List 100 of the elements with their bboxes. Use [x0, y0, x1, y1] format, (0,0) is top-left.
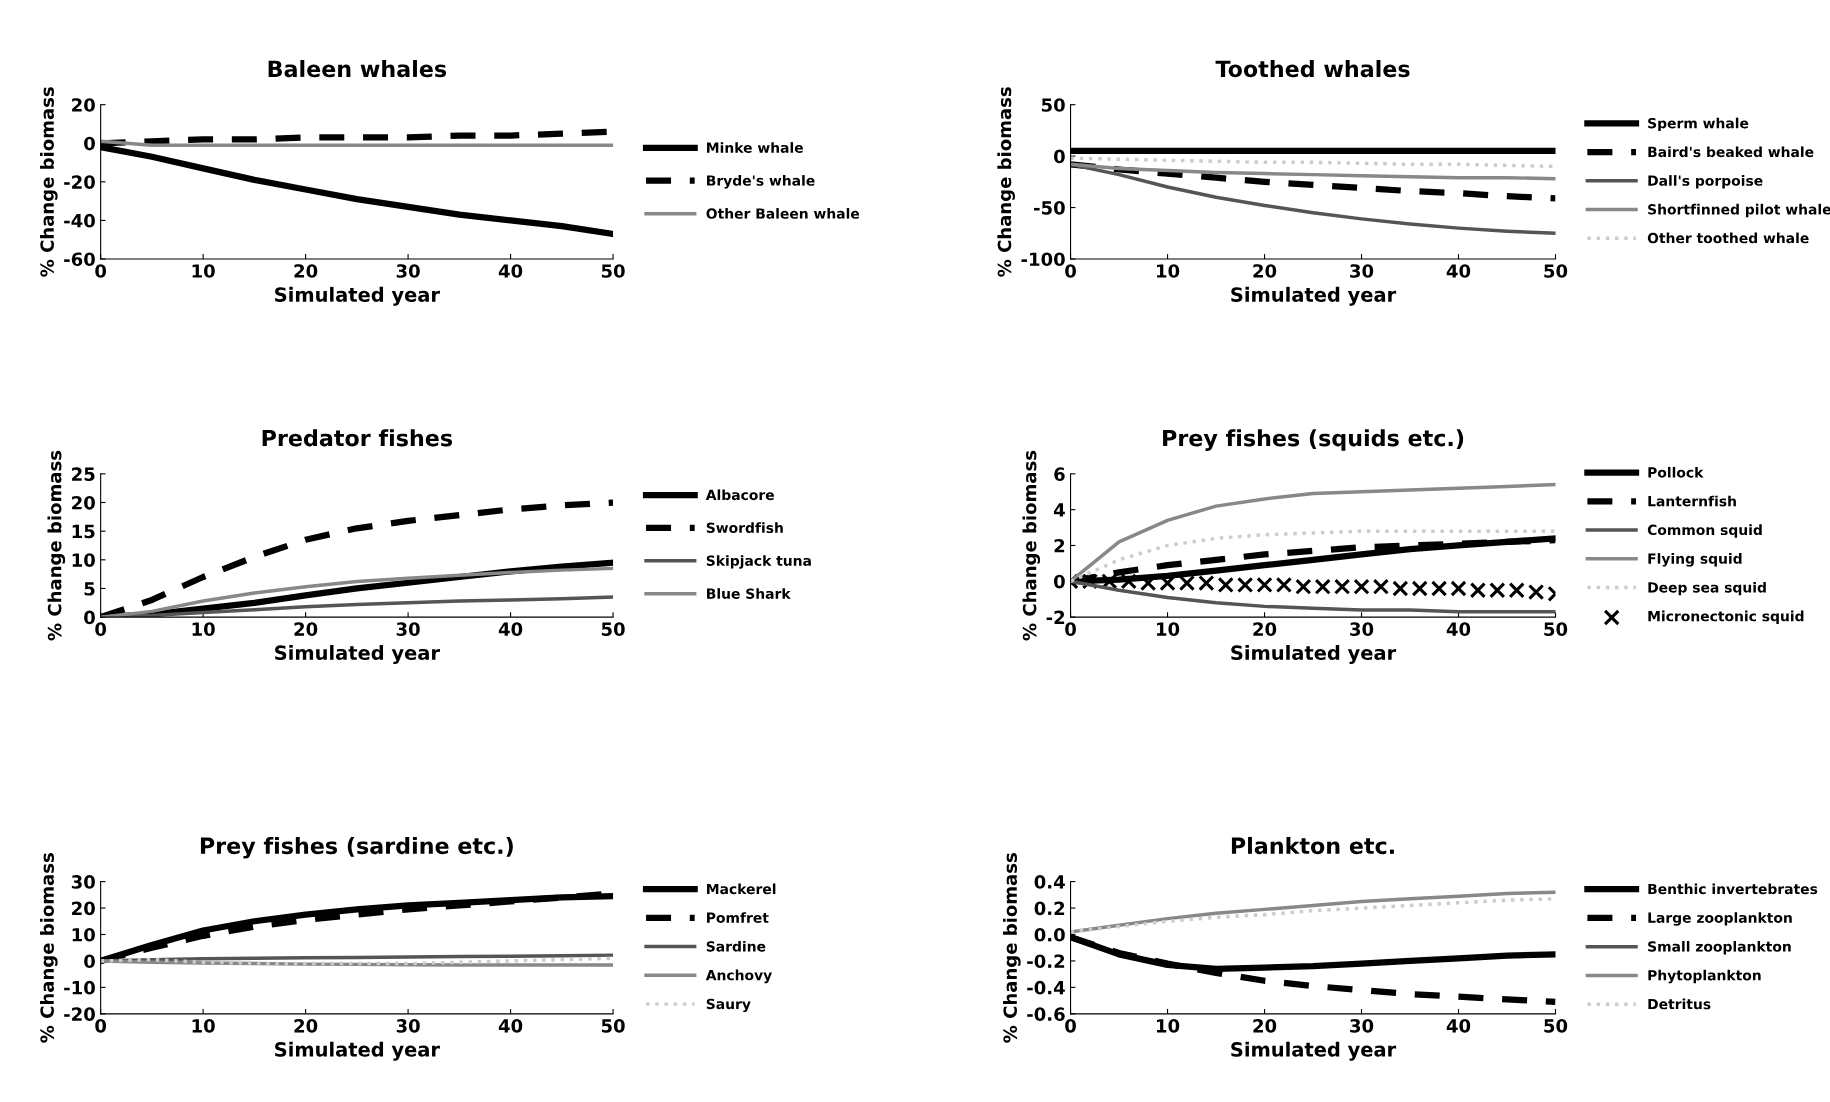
chart-title: Prey fishes (sardine etc.)	[200, 836, 513, 859]
x-tick-label: 10	[192, 264, 215, 278]
legend-label: Shortfinned pilot whale	[1648, 203, 1830, 218]
legend-label: Albacore	[705, 489, 774, 501]
y-tick-label: 0.2	[1034, 901, 1065, 916]
x-tick-label: 20	[1253, 622, 1277, 636]
x-tick-label: 20	[1253, 1019, 1277, 1033]
x-tick-label: 50	[1544, 1019, 1568, 1033]
y-axis-title: % Change biomass	[40, 853, 58, 1043]
y-tick-label: 10	[72, 927, 95, 942]
x-tick-label: 20	[294, 264, 318, 278]
legend-label: Skipjack tuna	[706, 555, 811, 569]
legend-label: Deep sea squid	[1648, 581, 1766, 596]
legend-label: Baird's beaked whale	[1648, 146, 1814, 158]
y-tick-label: 50	[1041, 98, 1065, 112]
chart-title: Baleen whales	[268, 60, 447, 78]
legend-label: Other Baleen whale	[706, 208, 860, 219]
x-tick-label: 50	[601, 622, 625, 636]
x-tick-label: 0	[1065, 1019, 1076, 1033]
y-tick-label: -50	[1034, 201, 1065, 215]
y-tick-label: -60	[64, 252, 95, 267]
y-axis-title: % Change biomass	[997, 87, 1015, 277]
legend-label: Pomfret	[707, 912, 769, 923]
legend-label: Bryde's whale	[707, 175, 815, 189]
x-tick-label: 10	[1157, 1019, 1180, 1033]
legend-label: Micronectonic squid	[1648, 610, 1804, 625]
y-tick-label: -2	[1046, 610, 1065, 624]
x-tick-label: 0	[95, 622, 107, 636]
x-tick-label: 50	[601, 264, 625, 278]
x-tick-label: 20	[294, 1019, 318, 1033]
x-tick-label: 10	[192, 622, 215, 636]
y-axis-title: % Change biomass	[1022, 450, 1041, 641]
y-tick-label: 4	[1053, 503, 1065, 517]
x-axis-title: Simulated year	[275, 1041, 440, 1061]
legend-label: Sardine	[706, 940, 766, 952]
x-tick-label: 40	[498, 264, 523, 278]
y-tick-label: 0.0	[1034, 927, 1065, 942]
y-tick-label: 30	[71, 875, 95, 889]
legend-label: Small zooplankton	[1648, 941, 1791, 955]
legend-label: Benthic invertebrates	[1648, 883, 1818, 895]
y-tick-label: 0	[1053, 149, 1065, 164]
y-axis-title: % Change biomass	[40, 87, 58, 277]
y-tick-label: 0	[84, 954, 95, 969]
legend-label: Blue Shark	[707, 588, 791, 599]
y-tick-label: -40	[64, 213, 95, 228]
y-tick-label: 5	[84, 582, 95, 596]
chart-title: Toothed whales	[1215, 60, 1410, 78]
x-tick-label: 30	[396, 622, 420, 636]
x-axis-title: Simulated year	[275, 645, 440, 664]
y-tick-label: -100	[1021, 252, 1065, 267]
x-axis-title: Simulated year	[1231, 1041, 1397, 1061]
x-tick-label: 40	[1446, 622, 1471, 636]
y-tick-label: 15	[72, 524, 95, 539]
legend-label: Saury	[706, 998, 751, 1012]
chart-title: Prey fishes (squids etc.)	[1163, 429, 1464, 451]
x-tick-label: 20	[294, 622, 318, 636]
x-tick-label: 40	[498, 1019, 523, 1033]
x-axis-title: Simulated year	[1231, 645, 1397, 664]
y-tick-label: 20	[72, 901, 95, 916]
x-tick-label: 30	[1350, 1019, 1374, 1033]
legend-label: Large zooplankton	[1648, 912, 1792, 926]
y-tick-label: 0	[84, 610, 95, 625]
x-tick-label: 30	[1350, 264, 1374, 278]
legend-label: Mackerel	[707, 883, 776, 895]
y-axis-title: % Change biomass	[47, 450, 66, 641]
chart-title: Predator fishes	[262, 429, 453, 447]
y-tick-label: -0.4	[1027, 980, 1065, 995]
y-tick-label: 20	[72, 98, 95, 112]
y-tick-label: 2	[1054, 538, 1065, 553]
legend-label: Minke whale	[707, 142, 803, 153]
x-tick-label: 50	[601, 1019, 625, 1033]
y-tick-label: 0	[84, 136, 95, 151]
y-tick-label: 0	[1053, 574, 1065, 589]
x-tick-label: 0	[95, 264, 107, 278]
y-tick-label: -20	[64, 1007, 95, 1021]
y-tick-label: -10	[64, 980, 95, 995]
x-tick-label: 30	[396, 1019, 420, 1033]
y-tick-label: -20	[64, 175, 95, 189]
legend-label: Swordfish	[706, 522, 783, 534]
x-tick-label: 30	[396, 264, 420, 278]
y-tick-label: 10	[72, 553, 95, 567]
y-tick-label: -0.6	[1027, 1007, 1065, 1021]
x-tick-label: 0	[1065, 264, 1076, 278]
x-tick-label: 0	[1065, 622, 1076, 636]
x-axis-title: Simulated year	[1231, 286, 1397, 306]
x-tick-label: 40	[1446, 1019, 1471, 1033]
legend-label: Pollock	[1648, 466, 1704, 478]
x-axis-title: Simulated year	[275, 286, 440, 306]
legend-label: Sperm whale	[1648, 117, 1749, 132]
legend-label: Lanternfish	[1648, 495, 1736, 507]
y-tick-label: 20	[72, 495, 95, 510]
x-tick-label: 20	[1253, 264, 1277, 278]
legend-label: Common squid	[1647, 524, 1762, 538]
y-tick-label: 0.4	[1034, 875, 1065, 889]
legend-label: Detritus	[1648, 998, 1711, 1010]
x-tick-label: 40	[1446, 264, 1471, 278]
x-tick-label: 30	[1350, 622, 1374, 636]
legend-label: Phytoplankton	[1648, 969, 1761, 984]
x-tick-label: 10	[1157, 264, 1180, 278]
x-tick-label: 50	[1544, 622, 1568, 636]
